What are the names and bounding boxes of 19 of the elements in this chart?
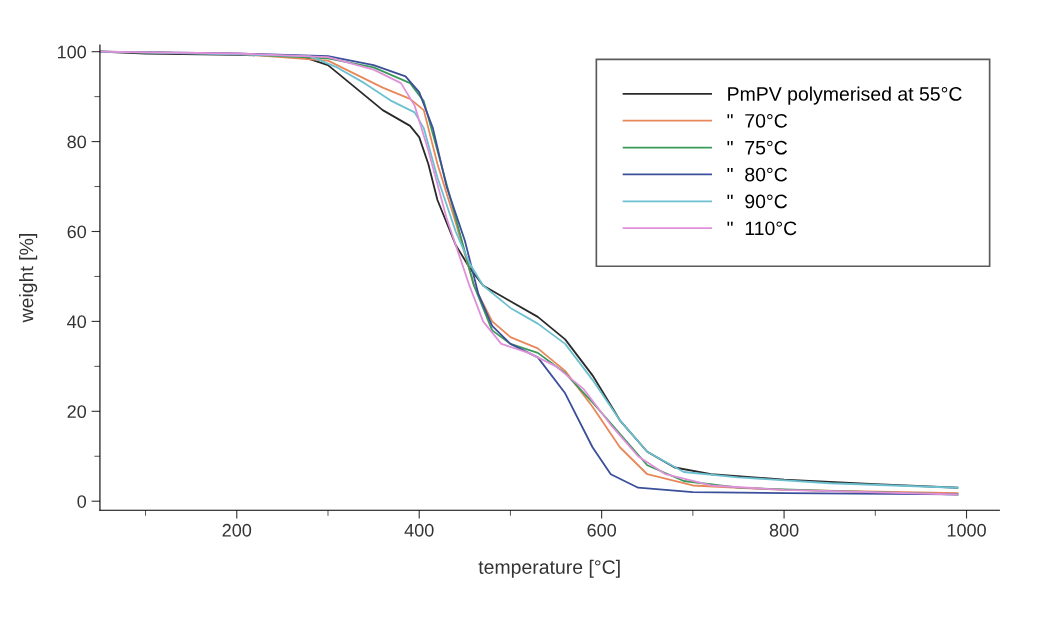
legend-label: " 110°C — [727, 221, 797, 236]
y-tick-label: 0 — [77, 495, 87, 508]
y-tick-label: 80 — [67, 135, 87, 149]
x-tick-label: 400 — [404, 523, 434, 537]
x-axis-title: temperature [°C] — [478, 559, 620, 578]
legend-label: " 80°C — [727, 167, 788, 182]
legend-label: PmPV polymerised at 55°C — [728, 86, 962, 105]
y-tick-label: 60 — [67, 225, 87, 239]
legend-label: " 90°C — [727, 194, 788, 209]
y-axis-title: weight [%] — [19, 234, 38, 323]
x-tick-label: 600 — [587, 523, 616, 537]
legend-label: " 70°C — [727, 113, 788, 128]
x-tick-label: 1000 — [947, 523, 986, 537]
y-tick-label: 20 — [67, 405, 87, 419]
y-tick-label: 100 — [58, 45, 87, 59]
legend-label: " 75°C — [727, 140, 788, 155]
x-tick-label: 200 — [222, 523, 252, 537]
y-tick-label: 40 — [67, 315, 87, 329]
x-tick-label: 800 — [769, 523, 799, 537]
